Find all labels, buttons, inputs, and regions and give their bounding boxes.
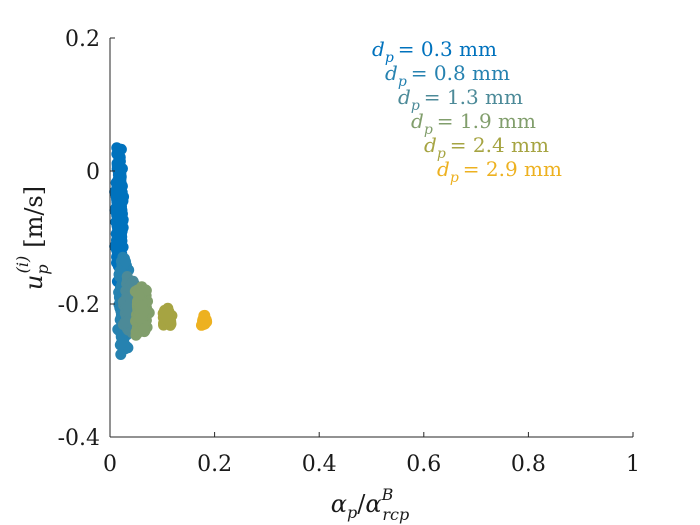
scatter-point [112, 148, 124, 160]
scatter-point [133, 290, 145, 302]
tick-labels: 0 0.2 0.4 0.6 0.8 1 0.2 0 -0.2 -0.4 [58, 27, 640, 477]
scatter-point [120, 256, 132, 268]
scatter-point [130, 329, 142, 341]
y-tick-label: 0.2 [65, 27, 100, 52]
scatter-point [114, 223, 126, 235]
x-tick-label: 0.8 [511, 452, 546, 477]
data-points [109, 142, 213, 360]
x-tick-label: 0.4 [302, 452, 337, 477]
scatter-point [138, 323, 150, 335]
y-axis-label: up(i)[m/s] [13, 186, 52, 290]
scatter-point [161, 310, 173, 322]
scatter-point [112, 166, 124, 178]
legend-entry: dp = 2.4 mm [424, 133, 549, 162]
legend-entry: dp = 0.3 mm [372, 37, 497, 66]
series-4-points [129, 281, 155, 341]
y-tick-label: -0.2 [58, 293, 100, 318]
scatter-point [121, 316, 133, 328]
x-tick-label: 0.6 [406, 452, 441, 477]
legend-entry: dp = 2.9 mm [437, 157, 562, 186]
scatter-point [134, 312, 146, 324]
legend-entry: dp = 1.9 mm [411, 109, 536, 138]
y-tick-label: -0.4 [58, 426, 100, 451]
scatter-point [136, 300, 148, 312]
scatter-point [112, 203, 124, 215]
scatter-point [117, 195, 129, 207]
scatter-point [198, 317, 210, 329]
x-tick-label: 0.2 [197, 452, 232, 477]
y-tick-label: 0 [86, 160, 100, 185]
x-axis-label: αp/αB rcp [331, 485, 409, 524]
scatter-point [115, 348, 127, 360]
x-tick-label: 0 [103, 452, 117, 477]
legend-entry: dp = 1.3 mm [398, 85, 523, 114]
scatter-point [111, 238, 123, 250]
series-6-points [195, 309, 213, 331]
x-tick-label: 1 [626, 452, 640, 477]
scatter-point [127, 275, 139, 287]
scatter-point [115, 337, 127, 349]
series-5-points [157, 302, 178, 331]
legend-entry: dp = 0.8 mm [385, 61, 510, 90]
axes [109, 38, 633, 438]
